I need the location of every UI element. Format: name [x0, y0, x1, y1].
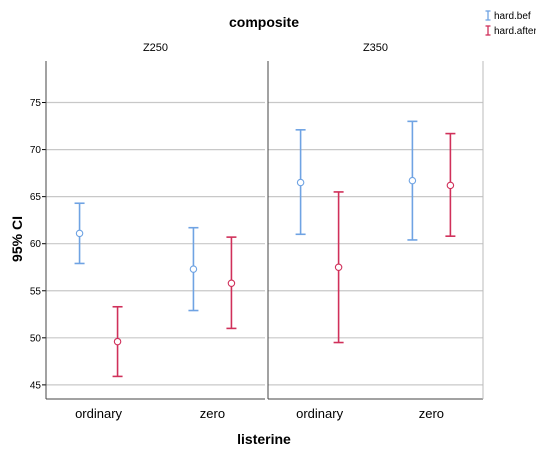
mean-marker [189, 265, 198, 273]
panel-z250: Z250 ordinary zero [45, 42, 265, 421]
legend-item-hard-bef: hard.bef [485, 10, 531, 22]
error-bar-hard-after [112, 305, 123, 378]
mean-marker [446, 181, 455, 190]
error-bar-hard-bef [407, 120, 418, 241]
y-tick-label: 45 [30, 380, 42, 391]
legend-label: hard.after [494, 26, 536, 37]
mean-marker [408, 176, 417, 185]
y-tick-label: 65 [30, 192, 42, 203]
error-bar-hard-bef [295, 129, 306, 236]
y-tick-label: 60 [30, 239, 42, 250]
panel-title: Z350 [363, 42, 388, 54]
legend: hard.bef hard.after [485, 10, 536, 37]
error-bar-hard-bef [188, 226, 199, 312]
panels: 45 50 55 60 65 70 75 Z250 ordinary zero Z350 ordina… [30, 42, 484, 421]
panel-z350: Z350 ordinary zero [267, 42, 484, 421]
y-tick-label: 75 [30, 98, 42, 109]
mean-marker [75, 229, 84, 238]
y-tick-label: 70 [30, 145, 42, 156]
error-bar-hard-after [333, 191, 344, 344]
error-bar-hard-after [445, 132, 456, 237]
panel-title: Z250 [143, 42, 168, 54]
error-bar-hard-bef [74, 202, 85, 265]
x-tick-label: ordinary [75, 406, 122, 421]
chart-title: composite [229, 14, 299, 30]
legend-item-hard-after: hard.after [485, 25, 536, 37]
x-tick-label: zero [200, 406, 225, 421]
x-axis-label: listerine [237, 431, 291, 447]
mean-marker [227, 279, 236, 287]
y-tick-label: 50 [30, 333, 42, 344]
y-tick-label: 55 [30, 286, 42, 297]
x-tick-label: zero [419, 406, 444, 421]
mean-marker [334, 263, 343, 271]
error-bar-hard-after [226, 236, 237, 330]
legend-label: hard.bef [494, 11, 531, 22]
mean-marker [296, 178, 305, 187]
y-axis-label: 95% CI [9, 216, 25, 262]
x-tick-label: ordinary [296, 406, 343, 421]
mean-marker [113, 337, 122, 346]
